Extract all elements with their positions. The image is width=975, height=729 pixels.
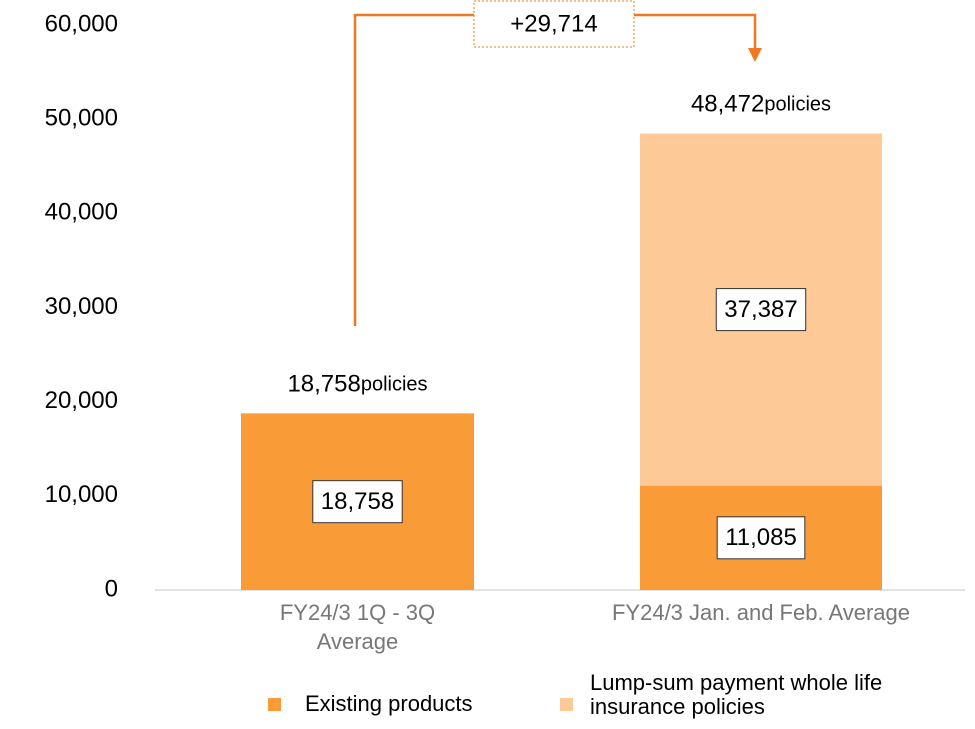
data-label: 37,387 xyxy=(715,288,807,332)
y-tick-label: 20,000 xyxy=(45,387,118,414)
y-tick-label: 10,000 xyxy=(45,481,118,508)
data-label-text: 18,758 xyxy=(321,488,394,515)
data-label-box xyxy=(312,480,403,524)
legend-swatch xyxy=(268,698,281,711)
y-tick-label: 40,000 xyxy=(45,199,118,226)
total-unit: policies xyxy=(361,374,428,396)
data-label-box xyxy=(716,516,806,560)
data-label-text: 11,085 xyxy=(725,524,797,551)
annotation-label: +29,714 xyxy=(510,10,597,37)
total-unit: policies xyxy=(764,94,831,116)
data-label-box xyxy=(715,288,807,332)
y-tick-label: 60,000 xyxy=(45,10,118,37)
x-tick-label: FY24/3 1Q - 3Q Average xyxy=(279,600,436,654)
total-value: 18,758 xyxy=(287,371,360,398)
bracket-arrow xyxy=(748,48,762,62)
y-tick-label: 0 xyxy=(105,575,118,602)
total-label: 18,758policies xyxy=(287,371,427,398)
x-tick-label: FY24/3 Jan. and Feb. Average xyxy=(611,600,911,625)
legend-label: Existing products xyxy=(305,691,473,716)
legend-swatch xyxy=(560,698,573,711)
total-label: 48,472policies xyxy=(691,91,831,118)
data-label: 18,758 xyxy=(312,480,403,524)
data-label: 11,085 xyxy=(716,516,806,560)
y-tick-label: 30,000 xyxy=(45,293,118,320)
y-tick-label: 50,000 xyxy=(45,105,118,132)
legend-label: Lump-sum payment whole life insurance po… xyxy=(590,670,883,719)
data-label-text: 37,387 xyxy=(724,296,797,323)
total-value: 48,472 xyxy=(691,91,764,118)
annotation-box xyxy=(473,0,635,48)
